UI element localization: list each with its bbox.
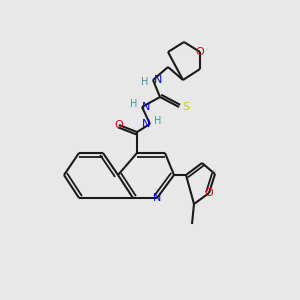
Text: N: N	[154, 75, 162, 85]
Text: N: N	[142, 102, 150, 112]
Text: H: H	[154, 116, 162, 126]
Text: H: H	[130, 99, 138, 109]
Text: S: S	[182, 102, 190, 112]
Text: O: O	[196, 47, 204, 57]
Text: N: N	[153, 193, 161, 203]
Text: O: O	[205, 188, 213, 198]
Text: N: N	[142, 119, 150, 129]
Text: H: H	[141, 77, 149, 87]
Text: O: O	[115, 120, 123, 130]
